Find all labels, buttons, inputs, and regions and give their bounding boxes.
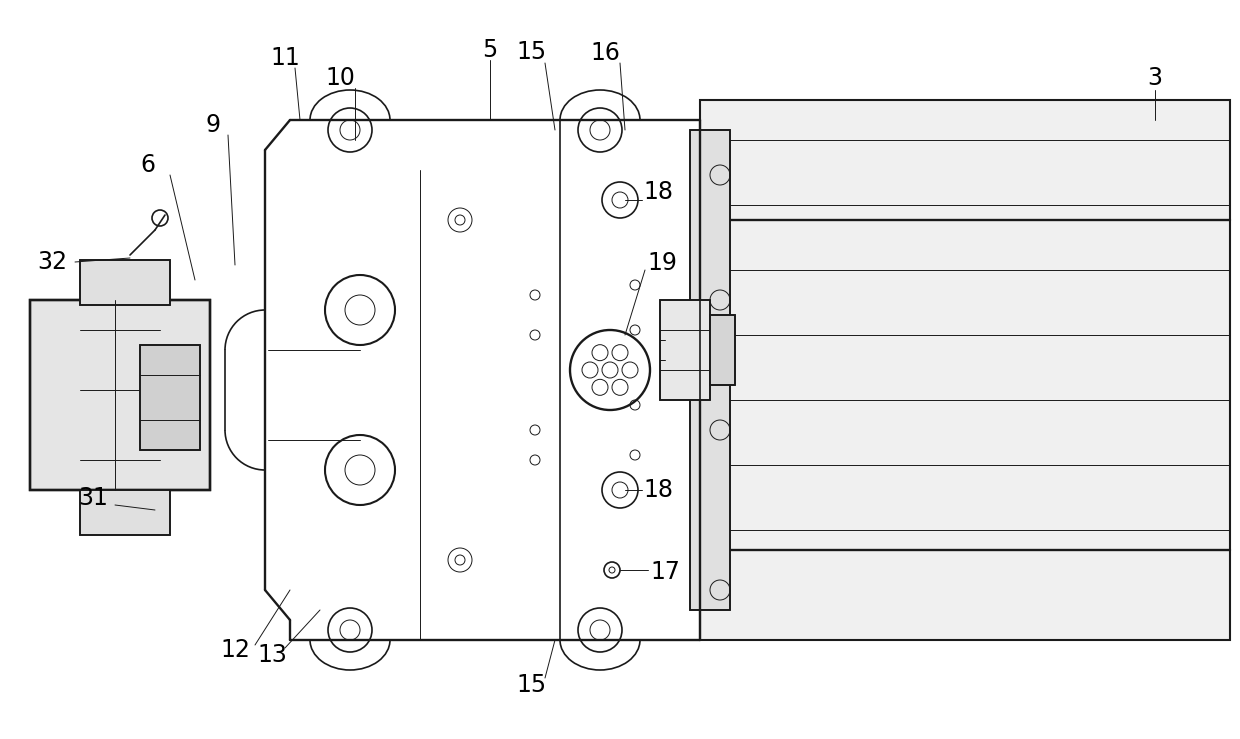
Bar bbox=[660, 300, 711, 400]
Text: 9: 9 bbox=[206, 113, 221, 137]
Text: 11: 11 bbox=[270, 46, 300, 70]
Bar bbox=[140, 345, 200, 450]
Bar bbox=[81, 490, 170, 535]
Text: 18: 18 bbox=[644, 180, 673, 204]
Text: 16: 16 bbox=[590, 41, 620, 65]
Bar bbox=[30, 300, 210, 490]
Bar bbox=[711, 315, 735, 385]
Text: 5: 5 bbox=[482, 38, 497, 62]
Bar bbox=[689, 130, 730, 610]
Bar bbox=[81, 260, 170, 305]
Text: 6: 6 bbox=[140, 153, 155, 177]
Bar bbox=[689, 130, 730, 610]
Bar bbox=[711, 315, 735, 385]
Text: 31: 31 bbox=[78, 486, 108, 510]
Text: 32: 32 bbox=[37, 250, 67, 274]
Bar bbox=[81, 260, 170, 305]
Text: 17: 17 bbox=[650, 560, 680, 584]
Bar bbox=[701, 100, 1230, 640]
Text: 18: 18 bbox=[644, 478, 673, 502]
Text: 15: 15 bbox=[517, 673, 547, 697]
Bar bbox=[30, 300, 210, 490]
Text: 19: 19 bbox=[647, 251, 677, 275]
Bar bbox=[560, 120, 701, 640]
Text: 12: 12 bbox=[219, 638, 250, 662]
Text: 10: 10 bbox=[325, 66, 355, 90]
Bar bbox=[701, 100, 1230, 640]
Bar bbox=[140, 345, 200, 450]
Text: 15: 15 bbox=[517, 40, 547, 64]
Bar bbox=[81, 490, 170, 535]
Text: 13: 13 bbox=[257, 643, 286, 667]
Text: 3: 3 bbox=[1147, 66, 1162, 90]
Bar bbox=[660, 300, 711, 400]
